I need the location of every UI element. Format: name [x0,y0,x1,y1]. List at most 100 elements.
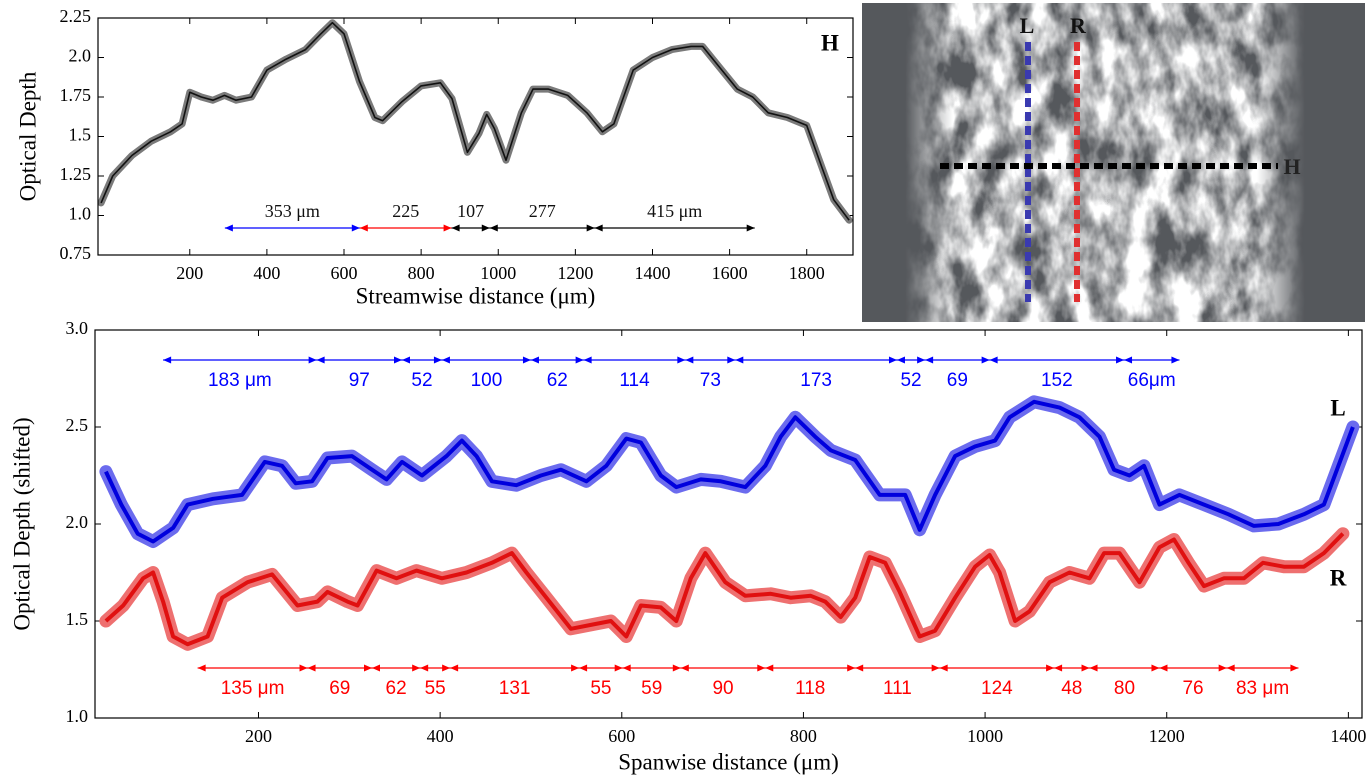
span-label: 62 [547,370,568,391]
span-arrowhead [677,356,686,364]
span-arrowhead [586,224,595,232]
span-label: 173 [800,370,832,391]
span-label: 73 [700,370,721,391]
y-tick-label: 2.5 [66,415,89,435]
span-arrowhead [401,356,410,364]
span-label: 107 [457,201,484,221]
span-label: 131 [499,678,531,699]
span-arrowhead [1054,664,1063,672]
span-arrowhead [316,356,325,364]
y-tick-label: 2.25 [60,6,92,26]
y-tick-label: 1.5 [69,125,92,145]
y-axis-label: Optical Depth [15,71,40,201]
x-tick-label: 200 [245,726,272,746]
series-label: R [1330,565,1347,590]
span-label: 183 μm [208,370,272,391]
y-tick-label: 1.5 [66,609,89,629]
x-tick-label: 1200 [1149,726,1185,746]
span-arrowhead [614,664,623,672]
series-label: L [1330,395,1345,420]
span-arrowhead [1151,664,1160,672]
image-texture [905,3,1305,322]
x-axis-label: Streamwise distance (μm) [356,283,596,308]
span-label: 62 [386,678,407,699]
span-arrowhead [939,664,948,672]
y-tick-label: 1.0 [69,204,92,224]
image-label: H [1283,154,1300,179]
span-label: 69 [947,370,968,391]
x-tick-label: 1000 [480,263,516,283]
x-tick-label: 1600 [712,263,748,283]
span-arrowhead [163,356,172,364]
x-tick-label: 400 [427,726,454,746]
span-arrowhead [530,356,539,364]
uncertainty-band [99,395,1360,548]
span-arrowhead [442,664,451,672]
span-arrowhead [765,664,774,672]
y-tick-label: 0.75 [60,243,92,263]
span-arrowhead [299,664,308,672]
x-tick-label: 1800 [789,263,825,283]
y-tick-label: 2.0 [66,512,89,532]
x-tick-label: 800 [408,263,435,283]
span-arrowhead [522,356,531,364]
span-arrowhead [1081,664,1090,672]
plot-frame [94,329,1363,719]
span-arrowhead [372,664,381,672]
span-label: 69 [329,678,350,699]
span-label: 111 [883,678,912,699]
span-arrowhead [594,224,603,232]
span-arrowhead [680,664,689,672]
span-label: 118 [795,678,825,699]
span-label: 55 [425,678,446,699]
y-tick-label: 3.0 [66,318,89,338]
span-label: 66μm [1128,370,1176,391]
span-label: 48 [1061,678,1082,699]
series-line [104,399,1355,544]
span-arrowhead [622,664,631,672]
span-arrowhead [433,356,442,364]
span-arrowhead [451,224,460,232]
span-arrowhead [441,356,450,364]
span-label: 83 μm [1236,678,1289,699]
span-label: 52 [900,370,921,391]
span-arrowhead [224,224,233,232]
span-arrowhead [197,664,206,672]
span-label: 124 [981,678,1013,699]
span-arrowhead [351,224,360,232]
span-label: 90 [712,678,733,699]
span-label: 55 [590,678,611,699]
series-line [104,532,1345,647]
x-tick-label: 800 [790,726,817,746]
span-label: 59 [641,678,662,699]
span-arrowhead [1124,356,1133,364]
span-arrowhead [450,664,459,672]
span-arrowhead [583,356,592,364]
span-arrowhead [746,224,755,232]
span-arrowhead [685,356,694,364]
span-arrowhead [1226,664,1235,672]
y-axis-label: Optical Depth (shifted) [9,417,34,630]
span-arrowhead [1116,356,1125,364]
x-tick-label: 200 [176,263,203,283]
span-arrowhead [579,664,588,672]
span-arrowhead [359,224,368,232]
x-tick-label: 1200 [557,263,593,283]
span-arrowhead [364,664,373,672]
series-line [100,21,850,221]
span-arrowhead [847,664,856,672]
span-arrowhead [1159,664,1168,672]
span-label: 100 [471,370,503,391]
span-arrowhead [1089,664,1098,672]
span-label: 52 [411,370,432,391]
span-arrowhead [855,664,864,672]
image-label: L [1020,13,1035,38]
span-label: 80 [1114,678,1135,699]
span-arrowhead [307,664,316,672]
span-arrowhead [896,356,905,364]
span-label: 277 [529,201,556,221]
span-arrowhead [757,664,766,672]
span-arrowhead [489,224,498,232]
x-tick-label: 600 [608,726,635,746]
